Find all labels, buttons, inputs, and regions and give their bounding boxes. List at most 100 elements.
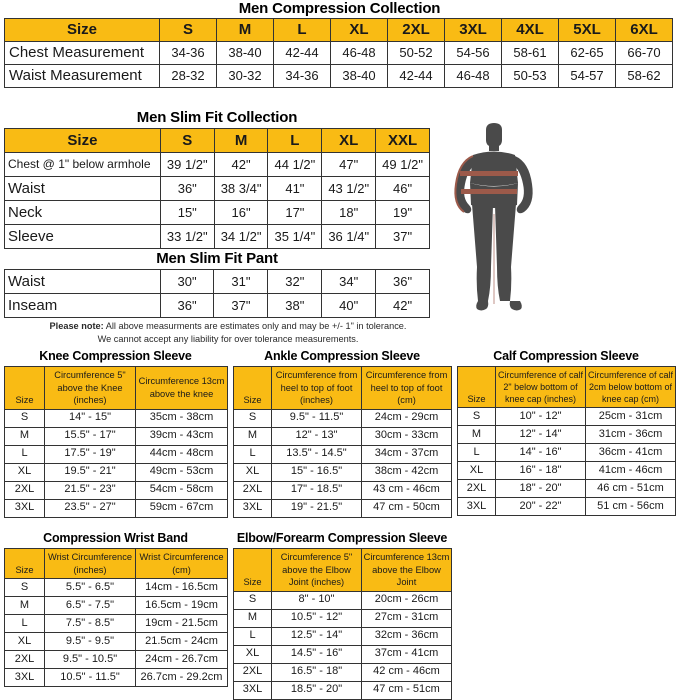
row-label: Waist	[4, 269, 161, 294]
size-cell: S	[4, 578, 45, 598]
column-header: 6XL	[615, 18, 673, 42]
table-cell: 34 1/2"	[213, 224, 269, 249]
table-cell: 36 1/4"	[321, 224, 377, 249]
table-cell: 49cm - 53cm	[135, 462, 228, 482]
table-row: Waist 30" 31" 32" 34" 36"	[4, 269, 430, 294]
table-cell: 37"	[375, 224, 430, 249]
table-cell: 16" - 18"	[495, 461, 586, 481]
mannequin-figure	[448, 122, 568, 347]
size-cell: XL	[233, 644, 272, 664]
size-cell: L	[233, 444, 272, 464]
table-cell: 20" - 22"	[495, 497, 586, 517]
table-cell: 30"	[159, 269, 215, 294]
table-header-row: Size Circumference from heel to top of f…	[233, 366, 452, 410]
table-cell: 18"	[321, 200, 377, 225]
table-cell: 31"	[213, 269, 269, 294]
disclaimer-prefix: Please note:	[49, 321, 104, 331]
table-cell: 44 1/2"	[267, 152, 323, 177]
table-cell: 34-36	[273, 64, 331, 88]
table-row: S 10" - 12" 25cm - 31cm	[457, 407, 676, 427]
table-row: XL 9.5" - 9.5" 21.5cm - 24cm	[4, 632, 228, 652]
size-cell: M	[457, 425, 496, 445]
men-slim-fit-pant-section: Men Slim Fit Pant Waist 30" 31" 32" 34" …	[4, 250, 430, 318]
table-cell: 38 3/4"	[213, 176, 269, 201]
table-cell: 47"	[321, 152, 377, 177]
table-cell: 10.5" - 11.5"	[44, 668, 136, 688]
column-header: Circumference 5" above the Knee (inches)	[44, 366, 136, 410]
table-row: Waist Measurement 28-32 30-32 34-36 38-4…	[4, 64, 673, 88]
size-cell: L	[233, 626, 272, 646]
table-cell: 35cm - 38cm	[135, 408, 228, 428]
size-cell: XL	[4, 462, 45, 482]
size-cell: S	[4, 408, 45, 428]
table-row: Neck 15" 16" 17" 18" 19"	[4, 200, 430, 225]
ankle-table-title: Ankle Compression Sleeve	[264, 349, 420, 363]
table-cell: 66-70	[615, 41, 673, 65]
table-cell: 17"	[267, 200, 323, 225]
column-header: Size	[4, 366, 45, 410]
wrist-table: Size Wrist Circumference (inches) Wrist …	[4, 547, 228, 688]
table-row: L 17.5" - 19" 44cm - 48cm	[4, 444, 228, 464]
row-label: Sleeve	[4, 224, 161, 249]
table-row: 2XL 21.5" - 23" 54cm - 58cm	[4, 480, 228, 500]
disclaimer-text: All above measurments are estimates only…	[103, 321, 407, 331]
table-cell: 42"	[375, 293, 430, 318]
table-row: S 5.5" - 6.5" 14cm - 16.5cm	[4, 578, 228, 598]
table-cell: 42"	[213, 152, 269, 177]
size-cell: 3XL	[233, 680, 272, 700]
table-cell: 32cm - 36cm	[361, 626, 452, 646]
calf-table-title: Calf Compression Sleeve	[493, 349, 639, 363]
table-cell: 18" - 20"	[495, 479, 586, 499]
row-label: Waist Measurement	[4, 64, 160, 88]
table-cell: 21.5" - 23"	[44, 480, 136, 500]
table-cell: 51 cm - 56cm	[585, 497, 676, 517]
compression-table-title: Men Compression Collection	[238, 0, 441, 17]
table-row: XL 16" - 18" 41cm - 46cm	[457, 461, 676, 481]
table-cell: 42 cm - 46cm	[361, 662, 452, 682]
column-header: Circumference 13cm above the knee	[135, 366, 228, 410]
table-cell: 24cm - 29cm	[361, 408, 452, 428]
table-cell: 50-52	[387, 41, 445, 65]
disclaimer-line-2: We cannot accept any liability for over …	[97, 334, 359, 345]
table-cell: 28-32	[159, 64, 217, 88]
table-row: Inseam 36" 37" 38" 40" 42"	[4, 293, 430, 318]
table-row: XL 14.5" - 16" 37cm - 41cm	[233, 644, 452, 664]
table-cell: 46-48	[330, 41, 388, 65]
size-cell: M	[233, 608, 272, 628]
elbow-table: Size Circumference 5" above the Elbow Jo…	[233, 548, 452, 700]
disclaimer-line-1: Please note: All above measurments are e…	[4, 320, 452, 333]
table-cell: 41cm - 46cm	[585, 461, 676, 481]
table-cell: 9.5" - 11.5"	[271, 408, 362, 428]
slimfit-table-title: Men Slim Fit Collection	[136, 109, 298, 126]
table-cell: 31cm - 36cm	[585, 425, 676, 445]
table-row: L 13.5" - 14.5" 34cm - 37cm	[233, 444, 452, 464]
table-row: 3XL 18.5" - 20" 47 cm - 51cm	[233, 680, 452, 700]
table-cell: 42-44	[273, 41, 331, 65]
table-cell: 14" - 16"	[495, 443, 586, 463]
table-cell: 58-61	[501, 41, 559, 65]
table-cell: 59cm - 67cm	[135, 498, 228, 518]
size-cell: M	[4, 596, 45, 616]
table-row: XL 15" - 16.5" 38cm - 42cm	[233, 462, 452, 482]
table-cell: 54cm - 58cm	[135, 480, 228, 500]
table-row: S 9.5" - 11.5" 24cm - 29cm	[233, 408, 452, 428]
table-row: 3XL 19" - 21.5" 47 cm - 50cm	[233, 498, 452, 518]
size-cell: M	[233, 426, 272, 446]
table-cell: 49 1/2"	[375, 152, 430, 177]
size-cell: 2XL	[4, 480, 45, 500]
table-header-row: Size S M L XL 2XL 3XL 4XL 5XL 6XL	[4, 18, 673, 42]
size-cell: 2XL	[233, 662, 272, 682]
table-cell: 43 1/2"	[321, 176, 377, 201]
table-row: 2XL 9.5" - 10.5" 24cm - 26.7cm	[4, 650, 228, 670]
pant-table-title: Men Slim Fit Pant	[156, 250, 278, 267]
table-cell: 62-65	[558, 41, 616, 65]
table-row: Waist 36" 38 3/4" 41" 43 1/2" 46"	[4, 176, 430, 201]
male-body-illustration	[454, 123, 533, 311]
table-row: L 14" - 16" 36cm - 41cm	[457, 443, 676, 463]
table-cell: 34cm - 37cm	[361, 444, 452, 464]
size-cell: XL	[233, 462, 272, 482]
size-cell: 3XL	[233, 498, 272, 518]
size-cell: S	[457, 407, 496, 427]
table-cell: 30-32	[216, 64, 274, 88]
table-cell: 36"	[159, 293, 215, 318]
